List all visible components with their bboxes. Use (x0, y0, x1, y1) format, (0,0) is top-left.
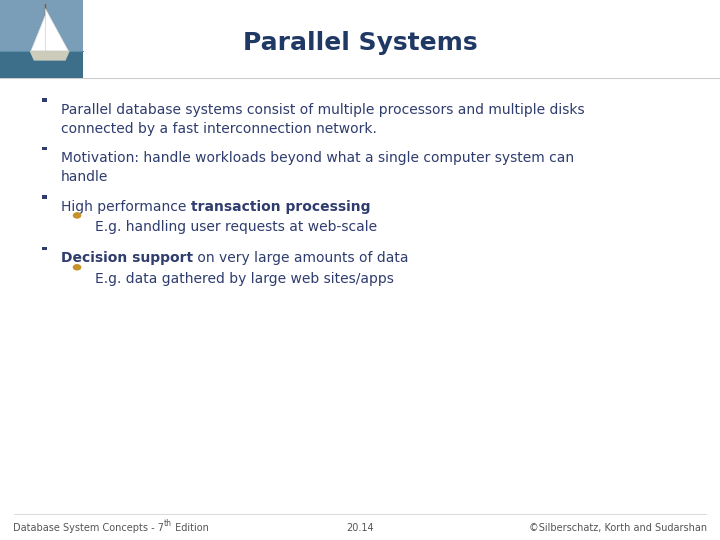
Text: Parallel Systems: Parallel Systems (243, 31, 477, 55)
Text: E.g. data gathered by large web sites/apps: E.g. data gathered by large web sites/ap… (95, 272, 394, 286)
Text: Motivation: handle workloads beyond what a single computer system can: Motivation: handle workloads beyond what… (61, 151, 575, 165)
Text: Edition: Edition (172, 523, 209, 533)
FancyBboxPatch shape (0, 51, 83, 78)
Polygon shape (30, 51, 70, 60)
Text: E.g. handling user requests at web-scale: E.g. handling user requests at web-scale (95, 220, 377, 234)
FancyBboxPatch shape (0, 0, 83, 78)
Text: Parallel database systems consist of multiple processors and multiple disks: Parallel database systems consist of mul… (61, 103, 585, 117)
Text: on very large amounts of data: on very large amounts of data (194, 251, 409, 265)
Text: transaction processing: transaction processing (191, 200, 371, 214)
Polygon shape (31, 15, 45, 51)
FancyBboxPatch shape (42, 146, 48, 150)
FancyBboxPatch shape (42, 195, 48, 199)
Text: Database System Concepts - 7: Database System Concepts - 7 (13, 523, 164, 533)
Circle shape (73, 264, 81, 271)
FancyBboxPatch shape (42, 246, 48, 250)
Text: Decision support: Decision support (61, 251, 194, 265)
Text: 20.14: 20.14 (346, 523, 374, 533)
Polygon shape (45, 9, 68, 51)
FancyBboxPatch shape (42, 98, 48, 102)
Text: handle: handle (61, 170, 109, 184)
Text: High performance: High performance (61, 200, 191, 214)
Circle shape (73, 212, 81, 219)
Text: connected by a fast interconnection network.: connected by a fast interconnection netw… (61, 122, 377, 136)
Text: th: th (164, 519, 172, 528)
Text: ©Silberschatz, Korth and Sudarshan: ©Silberschatz, Korth and Sudarshan (529, 523, 707, 533)
